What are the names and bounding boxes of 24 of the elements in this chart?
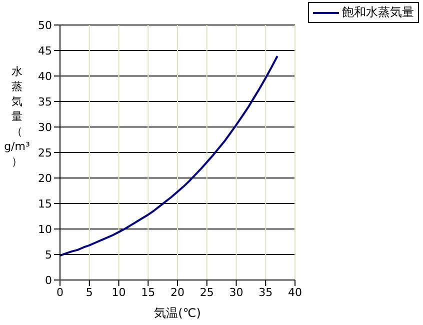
x-tick-label: 10 [112,286,126,299]
x-tick-label: 15 [141,286,156,299]
x-tick-label: 5 [86,286,93,299]
y-tick-label: 45 [38,44,52,58]
x-tick-label: 20 [170,286,184,299]
y-tick-label: 30 [38,120,52,134]
y-axis-title: 水蒸気量（g/m³） [4,65,30,168]
y-tick-label: 10 [38,222,52,236]
y-tick-label: 40 [38,70,52,83]
legend-label: 飽和水蒸気量 [342,4,414,21]
x-tick-label: 0 [56,286,64,299]
y-tick-label: 15 [38,197,52,210]
y-tick-label: 50 [38,18,52,32]
x-tick-label: 35 [258,286,273,299]
y-tick-label: 0 [45,274,52,287]
x-tick-label: 40 [288,286,302,299]
y-tick-label: 20 [38,172,52,185]
x-axis-title: 気温(℃) [154,306,201,320]
y-tick-label: 35 [38,95,52,108]
y-tick-label: 5 [45,248,52,262]
line-series [60,55,278,257]
x-tick-label: 25 [200,286,214,299]
x-tick-label: 30 [229,286,244,299]
y-tick-label: 25 [38,146,52,160]
